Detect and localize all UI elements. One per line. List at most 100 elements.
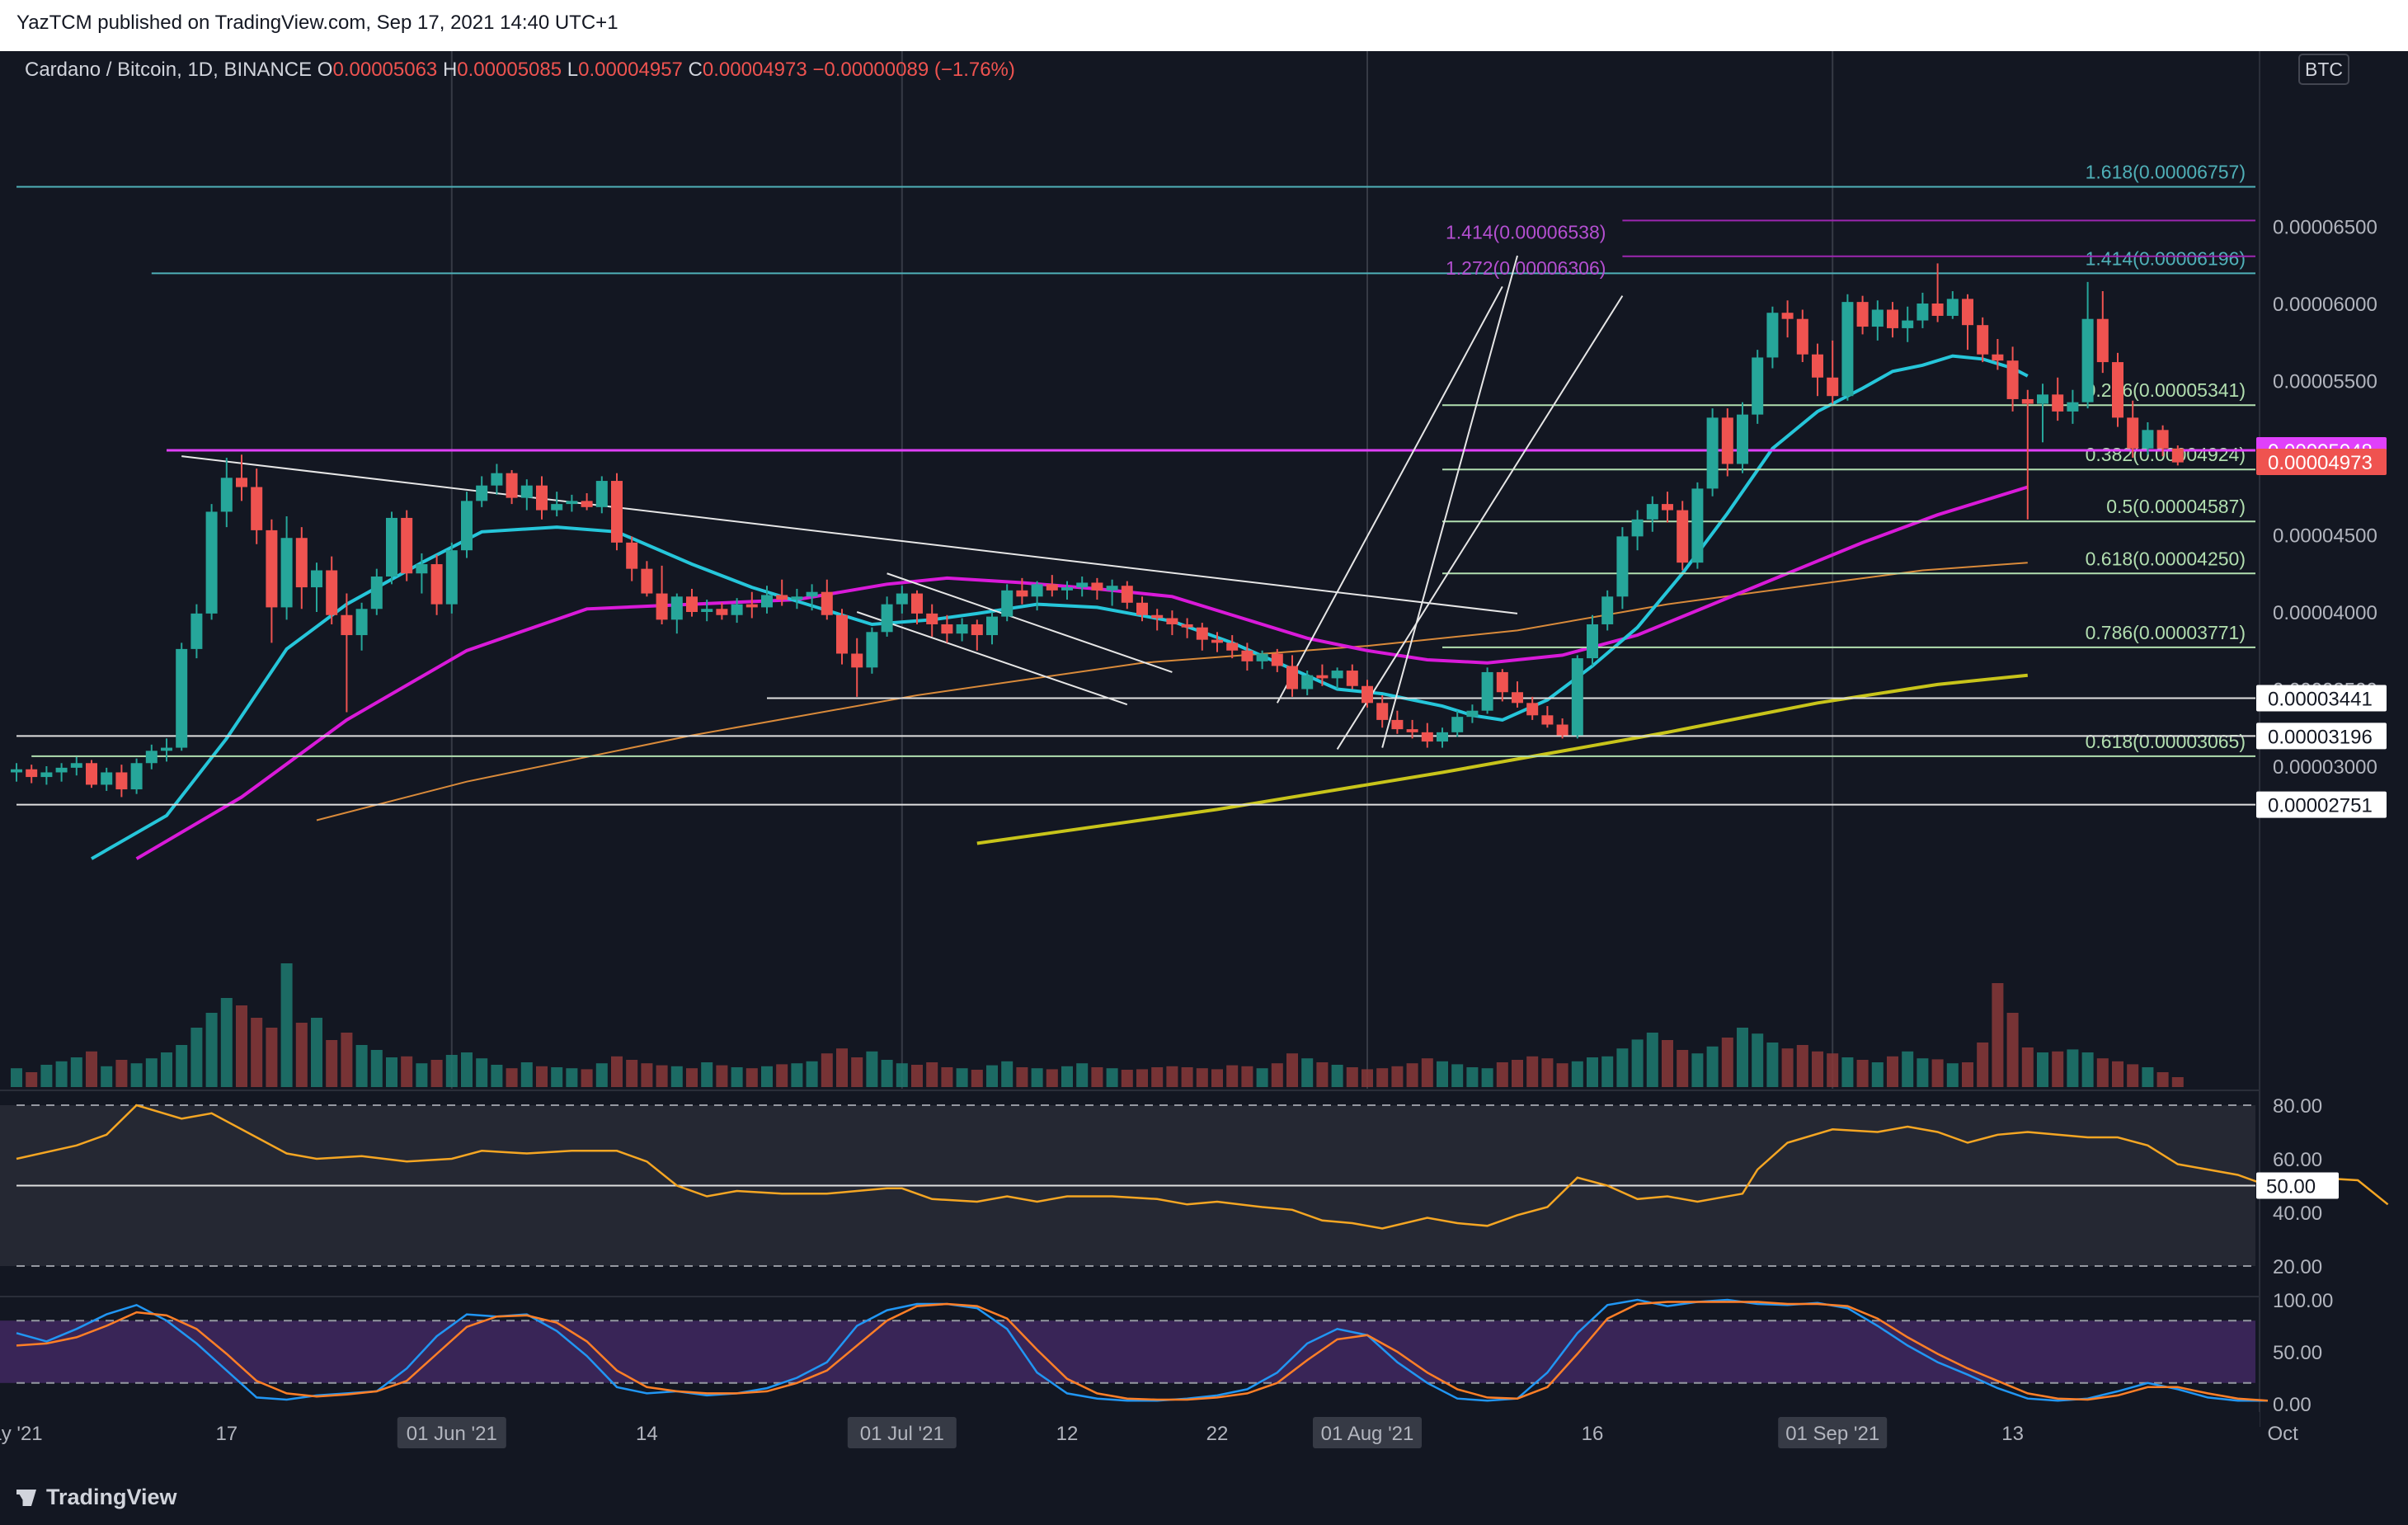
volume-bar (311, 1018, 322, 1087)
candle-body (656, 594, 668, 620)
volume-bar (1166, 1066, 1178, 1087)
candle-body (1407, 729, 1418, 732)
volume-bar (911, 1065, 923, 1087)
volume-bar (656, 1066, 668, 1087)
volume-bar (476, 1058, 487, 1087)
candle-body (671, 596, 683, 619)
candle-body (161, 748, 172, 751)
candle-body (1466, 711, 1478, 717)
volume-bar (1016, 1067, 1028, 1087)
candle-body (281, 538, 293, 607)
time-axis-tick: 01 Jul '21 (860, 1423, 944, 1445)
candle-body (1451, 717, 1463, 732)
candle-body (1887, 309, 1898, 327)
candle-body (536, 486, 548, 511)
volume-bar (626, 1060, 637, 1087)
volume-bar (521, 1062, 533, 1087)
candle-body (1752, 357, 1763, 414)
candle-body (941, 624, 952, 633)
time-axis-tick: ay '21 (0, 1423, 43, 1445)
candle-body (836, 615, 848, 654)
candle-body (1347, 671, 1358, 686)
volume-bar (281, 963, 293, 1087)
candle-body (266, 530, 277, 608)
legend-part: −0.00000089 (−1.76%) (807, 59, 1015, 81)
price-axis-tick: 0.00006000 (2273, 294, 2377, 316)
candle-body (1046, 584, 1058, 590)
candle-body (2112, 362, 2123, 417)
candle-body (821, 592, 833, 615)
candle-body (1061, 587, 1073, 591)
volume-bar (536, 1066, 548, 1087)
candle-body (461, 501, 473, 550)
candle-body (101, 772, 112, 784)
volume-bar (1962, 1062, 1973, 1087)
price-axis-tick: 0.00004000 (2273, 602, 2377, 624)
tradingview-logo[interactable]: TradingView (16, 1485, 177, 1510)
volume-bar (896, 1063, 908, 1087)
candle-body (1332, 671, 1343, 678)
candle-body (566, 501, 577, 504)
rsi-axis-tick: 20.00 (2273, 1256, 2322, 1278)
volume-bar (416, 1063, 427, 1087)
candle-body (446, 550, 458, 604)
volume-bar (791, 1063, 802, 1087)
volume-bar (115, 1060, 127, 1087)
legend-part: 0.00004973 (703, 59, 807, 81)
candle-body (1977, 325, 1988, 355)
volume-bar (761, 1066, 773, 1087)
volume-bar (1046, 1069, 1058, 1087)
volume-bar (1391, 1066, 1403, 1087)
candle-body (1572, 658, 1583, 736)
volume-bar (1827, 1053, 1838, 1087)
candle-body (1947, 299, 1959, 316)
volume-bar (1332, 1065, 1343, 1087)
rsi-level-label: 50.00 (2266, 1176, 2316, 1198)
rsi-axis-tick: 40.00 (2273, 1203, 2322, 1225)
candle-body (986, 617, 998, 635)
volume-bar (146, 1058, 158, 1087)
volume-bar (1422, 1058, 1433, 1087)
volume-bar (1197, 1068, 1208, 1087)
volume-bar (221, 998, 233, 1087)
candle-body (1197, 628, 1208, 640)
volume-bar (386, 1057, 397, 1087)
volume-bar (1466, 1067, 1478, 1087)
candle-body (506, 473, 518, 498)
candle-body (1016, 591, 1028, 596)
candle-body (1722, 417, 1733, 464)
candle-body (1316, 675, 1328, 679)
volume-bar (2037, 1052, 2048, 1087)
volume-bar (1362, 1069, 1373, 1087)
candle-body (611, 481, 623, 543)
candle-body (2172, 449, 2184, 463)
candle-body (190, 614, 202, 649)
volume-bar (1857, 1060, 1869, 1087)
candle-body (146, 751, 158, 763)
volume-bar (371, 1050, 383, 1087)
volume-bar (1797, 1045, 1808, 1087)
price-badge-label: 0.00002751 (2268, 795, 2373, 817)
fib-level-label: 1.618(0.00006757) (2086, 161, 2246, 182)
time-axis-tick: 14 (636, 1423, 658, 1445)
candle-body (1241, 651, 1253, 661)
volume-bar (1662, 1040, 1673, 1087)
candle-body (206, 511, 218, 613)
legend-part: O (312, 59, 332, 81)
volume-bar (251, 1018, 262, 1087)
volume-bar (701, 1062, 713, 1087)
rsi-axis-tick: 80.00 (2273, 1095, 2322, 1118)
published-bar: YazTCM published on TradingView.com, Sep… (0, 0, 2408, 51)
candle-body (866, 632, 877, 667)
candle-body (716, 609, 727, 614)
volume-bar (1451, 1064, 1463, 1087)
price-axis-tick: 0.00005500 (2273, 371, 2377, 393)
candle-body (115, 772, 127, 789)
ohlc-legend: Cardano / Bitcoin, 1D, BINANCE O0.000050… (25, 59, 1015, 81)
candle-body (1601, 596, 1613, 624)
volume-bar (101, 1066, 112, 1087)
volume-bar (1512, 1060, 1523, 1087)
candle-body (686, 596, 698, 612)
